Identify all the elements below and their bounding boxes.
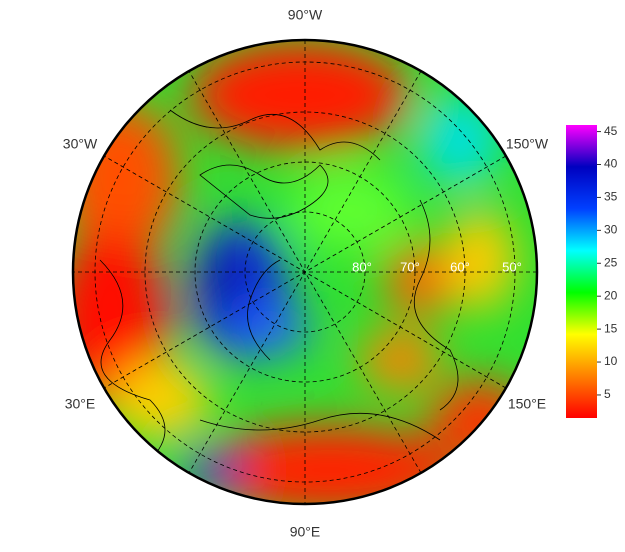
longitude-label: 90°W [288, 7, 323, 23]
latitude-label: 80° [352, 259, 372, 274]
colorbar-tick-label: 20 [604, 288, 618, 302]
latitude-label: 50° [502, 259, 522, 274]
colorbar-tick-label: 35 [604, 190, 618, 204]
colorbar-tick-label: 10 [604, 354, 618, 368]
latitude-label: 60° [450, 259, 470, 274]
colorbar-tick-label: 15 [604, 321, 618, 335]
graticule [73, 40, 537, 504]
colorbar-tick-label: 25 [604, 255, 618, 269]
longitude-label: 150°E [508, 396, 546, 412]
colorbar-tick-label: 5 [604, 387, 611, 401]
colorbar-tick-label: 45 [604, 124, 618, 138]
map-border [71, 38, 539, 506]
longitude-label: 30°E [65, 396, 96, 412]
longitude-label: 150°W [506, 136, 549, 152]
colorbar-tick-label: 30 [604, 223, 618, 237]
colorbar-tick-label: 40 [604, 157, 618, 171]
latitude-label: 70° [400, 259, 420, 274]
longitude-label: 30°W [63, 136, 98, 152]
meridian [188, 70, 422, 474]
longitude-label: 90°E [290, 524, 321, 540]
colorbar [566, 125, 597, 418]
